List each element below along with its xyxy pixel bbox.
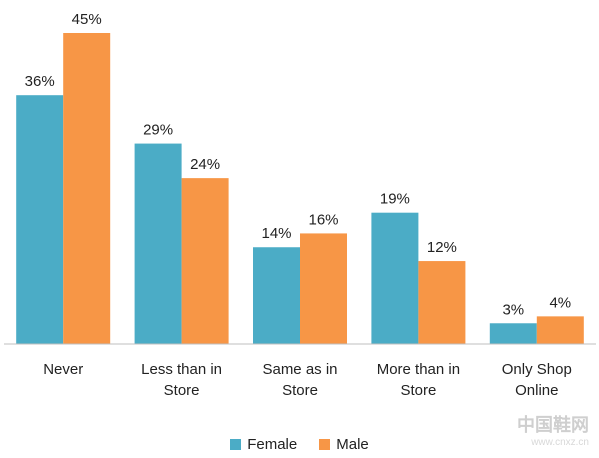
data-label-female-4: 3% xyxy=(502,301,524,318)
bar-male-0 xyxy=(63,33,111,344)
bar-male-4 xyxy=(536,316,584,344)
data-label-male-0: 45% xyxy=(72,11,102,28)
data-label-female-2: 14% xyxy=(261,225,291,242)
category-label-0-0: Never xyxy=(43,361,83,378)
category-label-3-1: Store xyxy=(400,382,436,399)
category-label-2-0: Same as in xyxy=(262,361,337,378)
bar-female-1 xyxy=(134,143,182,344)
watermark: 中国鞋网 www.cnxz.cn xyxy=(517,411,589,448)
category-label-1-1: Store xyxy=(164,382,200,399)
bar-female-4 xyxy=(489,323,537,344)
legend-swatch-male xyxy=(319,439,331,450)
bar-female-0 xyxy=(16,95,64,344)
data-label-female-0: 36% xyxy=(25,73,55,90)
legend-swatch-female xyxy=(230,439,242,450)
category-label-2-1: Store xyxy=(282,382,318,399)
data-label-male-2: 16% xyxy=(308,211,338,228)
legend-item-male: Male xyxy=(319,436,369,453)
watermark-text: 中国鞋网 xyxy=(517,415,589,435)
category-label-3-0: More than in xyxy=(377,361,460,378)
legend-label-male: Male xyxy=(336,436,369,453)
category-label-4-0: Only Shop xyxy=(502,361,572,378)
data-label-male-1: 24% xyxy=(190,156,220,173)
category-label-1-0: Less than in xyxy=(141,361,222,378)
legend: Female Male xyxy=(0,436,599,453)
data-label-female-1: 29% xyxy=(143,122,173,139)
data-label-male-4: 4% xyxy=(549,294,571,311)
data-label-male-3: 12% xyxy=(427,239,457,256)
data-label-female-3: 19% xyxy=(380,191,410,208)
watermark-url: www.cnxz.cn xyxy=(531,437,589,448)
category-label-4-1: Online xyxy=(515,382,558,399)
bar-male-2 xyxy=(300,233,347,344)
legend-label-female: Female xyxy=(247,436,298,453)
legend-item-female: Female xyxy=(230,436,297,453)
bar-male-1 xyxy=(181,178,229,344)
bar-female-3 xyxy=(371,212,419,344)
bar-male-3 xyxy=(418,261,466,344)
bar-female-2 xyxy=(253,247,300,344)
